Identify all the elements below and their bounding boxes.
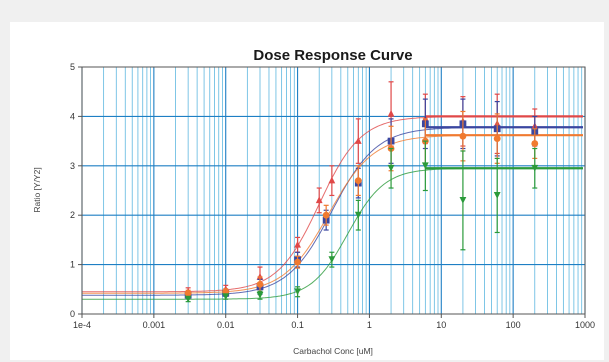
data-point [222, 293, 230, 301]
data-point [459, 132, 467, 140]
data-point [493, 135, 501, 143]
data-point [459, 196, 467, 204]
data-points [184, 81, 539, 303]
data-point [421, 162, 429, 170]
y-tick-label: 2 [70, 210, 75, 220]
x-tick-label: 1e-4 [73, 320, 91, 330]
data-point [387, 109, 395, 117]
x-axis-label: Carbachol Conc [uM] [293, 346, 373, 356]
data-point [315, 196, 323, 204]
data-point [328, 176, 336, 184]
data-point [294, 288, 301, 296]
y-tick-label: 3 [70, 161, 75, 171]
y-tick-label: 5 [70, 62, 75, 72]
chart-panel: 1e-4 0.001 0.01 0.1 1 10 100 1000 0 1 2 3 4 5 Dose Re… [10, 22, 604, 360]
data-point [184, 295, 192, 303]
data-point [184, 289, 192, 297]
data-point [531, 164, 539, 172]
plot-border [81, 66, 586, 315]
data-point [256, 280, 264, 288]
y-tick-label: 0 [70, 309, 75, 319]
data-point [354, 137, 362, 144]
data-point [256, 291, 264, 299]
fitted-curves [82, 115, 583, 300]
x-tick-label: 0.001 [143, 320, 166, 330]
data-point [531, 140, 539, 147]
data-point [354, 211, 362, 219]
y-tick-label: 4 [70, 111, 75, 121]
x-tick-label: 10 [436, 320, 446, 330]
data-point [294, 240, 301, 248]
x-tick-label: 0.1 [291, 320, 304, 330]
x-tick-label: 1000 [575, 320, 595, 330]
y-tick-label: 1 [70, 260, 75, 270]
y-axis-label: Ratio [Y/Y2] [32, 167, 42, 212]
x-tick-label: 0.01 [217, 320, 235, 330]
x-tick-label: 100 [506, 320, 521, 330]
plot-area [82, 67, 585, 314]
data-point [493, 192, 501, 199]
data-point [387, 164, 395, 172]
data-point [328, 256, 336, 264]
data-point [354, 177, 362, 185]
data-point [322, 211, 330, 219]
x-tick-label: 1 [367, 320, 372, 330]
dose-response-chart: 1e-4 0.001 0.01 0.1 1 10 100 1000 0 1 2 3 4 5 Dose Re… [32, 47, 595, 356]
data-point [294, 258, 301, 266]
axis-ticks: 1e-4 0.001 0.01 0.1 1 10 100 1000 0 1 2 3 4 5 [70, 62, 595, 330]
chart-title: Dose Response Curve [253, 47, 412, 64]
